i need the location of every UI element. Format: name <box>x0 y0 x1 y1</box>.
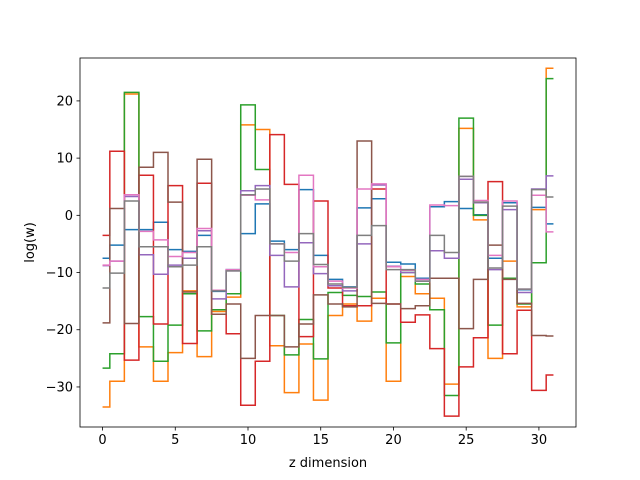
y-axis-label: log(w) <box>23 222 38 263</box>
x-axis-label: z dimension <box>289 456 367 471</box>
x-tick-label: 25 <box>458 433 475 448</box>
y-tick-label: 10 <box>56 152 73 167</box>
y-tick-label: −10 <box>46 266 73 281</box>
y-axis: −30 −20 −10 0 10 20 <box>46 94 80 395</box>
plot-frame <box>79 57 577 428</box>
x-tick-label: 10 <box>240 433 257 448</box>
series-line-4 <box>102 133 554 417</box>
y-tick-label: 20 <box>56 94 73 109</box>
x-tick-label: 5 <box>171 433 179 448</box>
series-line-3 <box>102 77 554 397</box>
x-axis: 0 5 10 15 20 25 30 <box>98 427 547 448</box>
x-tick-label: 30 <box>531 433 548 448</box>
x-tick-label: 15 <box>312 433 329 448</box>
x-tick-label: 0 <box>98 433 106 448</box>
plot-series <box>102 67 554 417</box>
series-line-6 <box>102 140 554 360</box>
y-tick-label: −20 <box>46 323 73 338</box>
y-tick-label: −30 <box>46 380 73 395</box>
y-tick-label: 0 <box>65 209 73 224</box>
series-line-8 <box>102 175 554 292</box>
x-tick-label: 20 <box>385 433 402 448</box>
